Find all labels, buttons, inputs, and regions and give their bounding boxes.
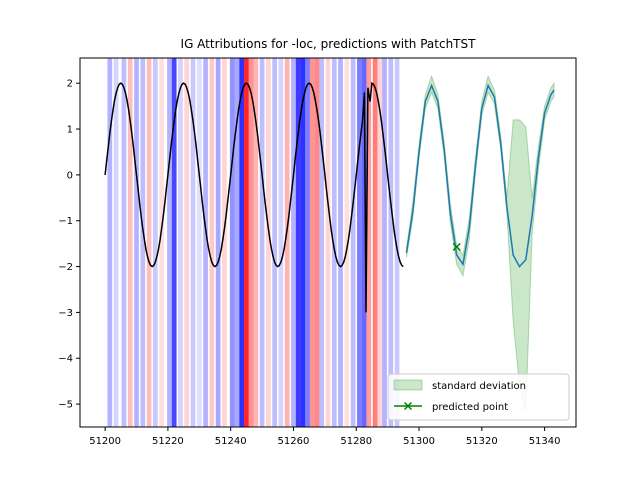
y-tick-label-7: 2 [67,79,73,90]
x-tick-label-2: 51240 [215,436,247,447]
attribution-band-42 [357,58,362,427]
attribution-band-14 [196,58,202,427]
attribution-band-44 [366,58,372,427]
attribution-band-28 [278,58,284,427]
attribution-band-29 [284,58,290,427]
attribution-band-39 [338,58,343,427]
y-tick-label-0: −5 [58,400,73,411]
x-tick-label-4: 51280 [340,436,372,447]
attribution-band-37 [325,58,331,427]
legend-point-marker [403,401,413,411]
attribution-band-46 [377,58,383,427]
attribution-band-4 [134,58,139,427]
y-tick-label-3: −2 [58,262,73,273]
x-tick-label-1: 51220 [152,436,184,447]
x-axis: 51200 51220 51240 51260 51280 51300 51320 51340 [89,427,561,447]
attribution-band-40 [344,58,350,427]
chart-title: IG Attributions for -loc, predictions wi… [181,37,477,51]
attribution-band-1 [113,58,119,427]
legend: standard deviation predicted point [387,373,570,421]
attribution-band-18 [222,58,227,427]
attribution-band-16 [209,58,215,427]
attribution-band-9 [167,58,172,427]
attribution-band-7 [152,58,158,427]
plot-frame [79,57,577,428]
attribution-band-25 [259,58,265,427]
attribution-band-33 [305,58,310,427]
attribution-band-27 [272,58,277,427]
y-tick-label-6: 1 [67,125,73,136]
y-tick-label-1: −4 [58,354,73,365]
forecast-mean-line [405,83,555,268]
attribution-band-5 [140,58,146,427]
y-tick-label-2: −3 [58,308,73,319]
attribution-band-12 [184,58,190,427]
attribution-band-2 [121,58,127,427]
legend-point-label: predicted point [432,402,508,413]
attribution-band-21 [239,58,245,427]
input-series-line [104,81,404,313]
attribution-band-30 [291,58,296,427]
attribution-band-36 [319,58,325,427]
attribution-band-43 [361,58,367,427]
attribution-band-11 [178,58,183,427]
legend-std-label: standard deviation [432,381,526,392]
attribution-band-13 [190,58,196,427]
x-tick-label-3: 51260 [278,436,310,447]
attribution-band-17 [215,58,221,427]
y-axis: −5 −4 −3 −2 −1 0 1 2 [58,79,80,411]
attribution-band-8 [159,58,164,427]
attribution-bands [107,58,400,427]
attribution-band-22 [244,58,249,427]
legend-box [387,373,570,421]
predicted-point-marker [452,242,461,251]
x-tick-label-5: 51300 [403,436,435,447]
attribution-band-31 [295,58,301,427]
attribution-band-48 [388,58,394,427]
attribution-band-23 [248,58,254,427]
attribution-band-26 [266,58,271,427]
attribution-band-47 [382,58,387,427]
attribution-band-49 [394,58,400,427]
attribution-band-15 [203,58,208,427]
attribution-band-6 [146,58,152,427]
y-tick-label-5: 0 [67,170,73,181]
attribution-band-10 [171,58,177,427]
attribution-band-32 [300,58,306,427]
attribution-band-38 [331,58,337,427]
legend-std-swatch [393,379,423,391]
attribution-band-0 [107,58,113,427]
y-tick-label-4: −1 [58,216,73,227]
attribution-band-20 [234,58,240,427]
x-tick-label-0: 51200 [89,436,121,447]
attribution-band-3 [127,58,133,427]
attribution-band-34 [309,58,315,427]
attribution-band-19 [229,58,235,427]
x-tick-label-7: 51340 [529,436,561,447]
attribution-band-45 [372,58,378,427]
attribution-band-35 [314,58,320,427]
x-tick-label-6: 51320 [466,436,498,447]
attribution-band-41 [350,58,356,427]
attribution-band-24 [253,58,259,427]
